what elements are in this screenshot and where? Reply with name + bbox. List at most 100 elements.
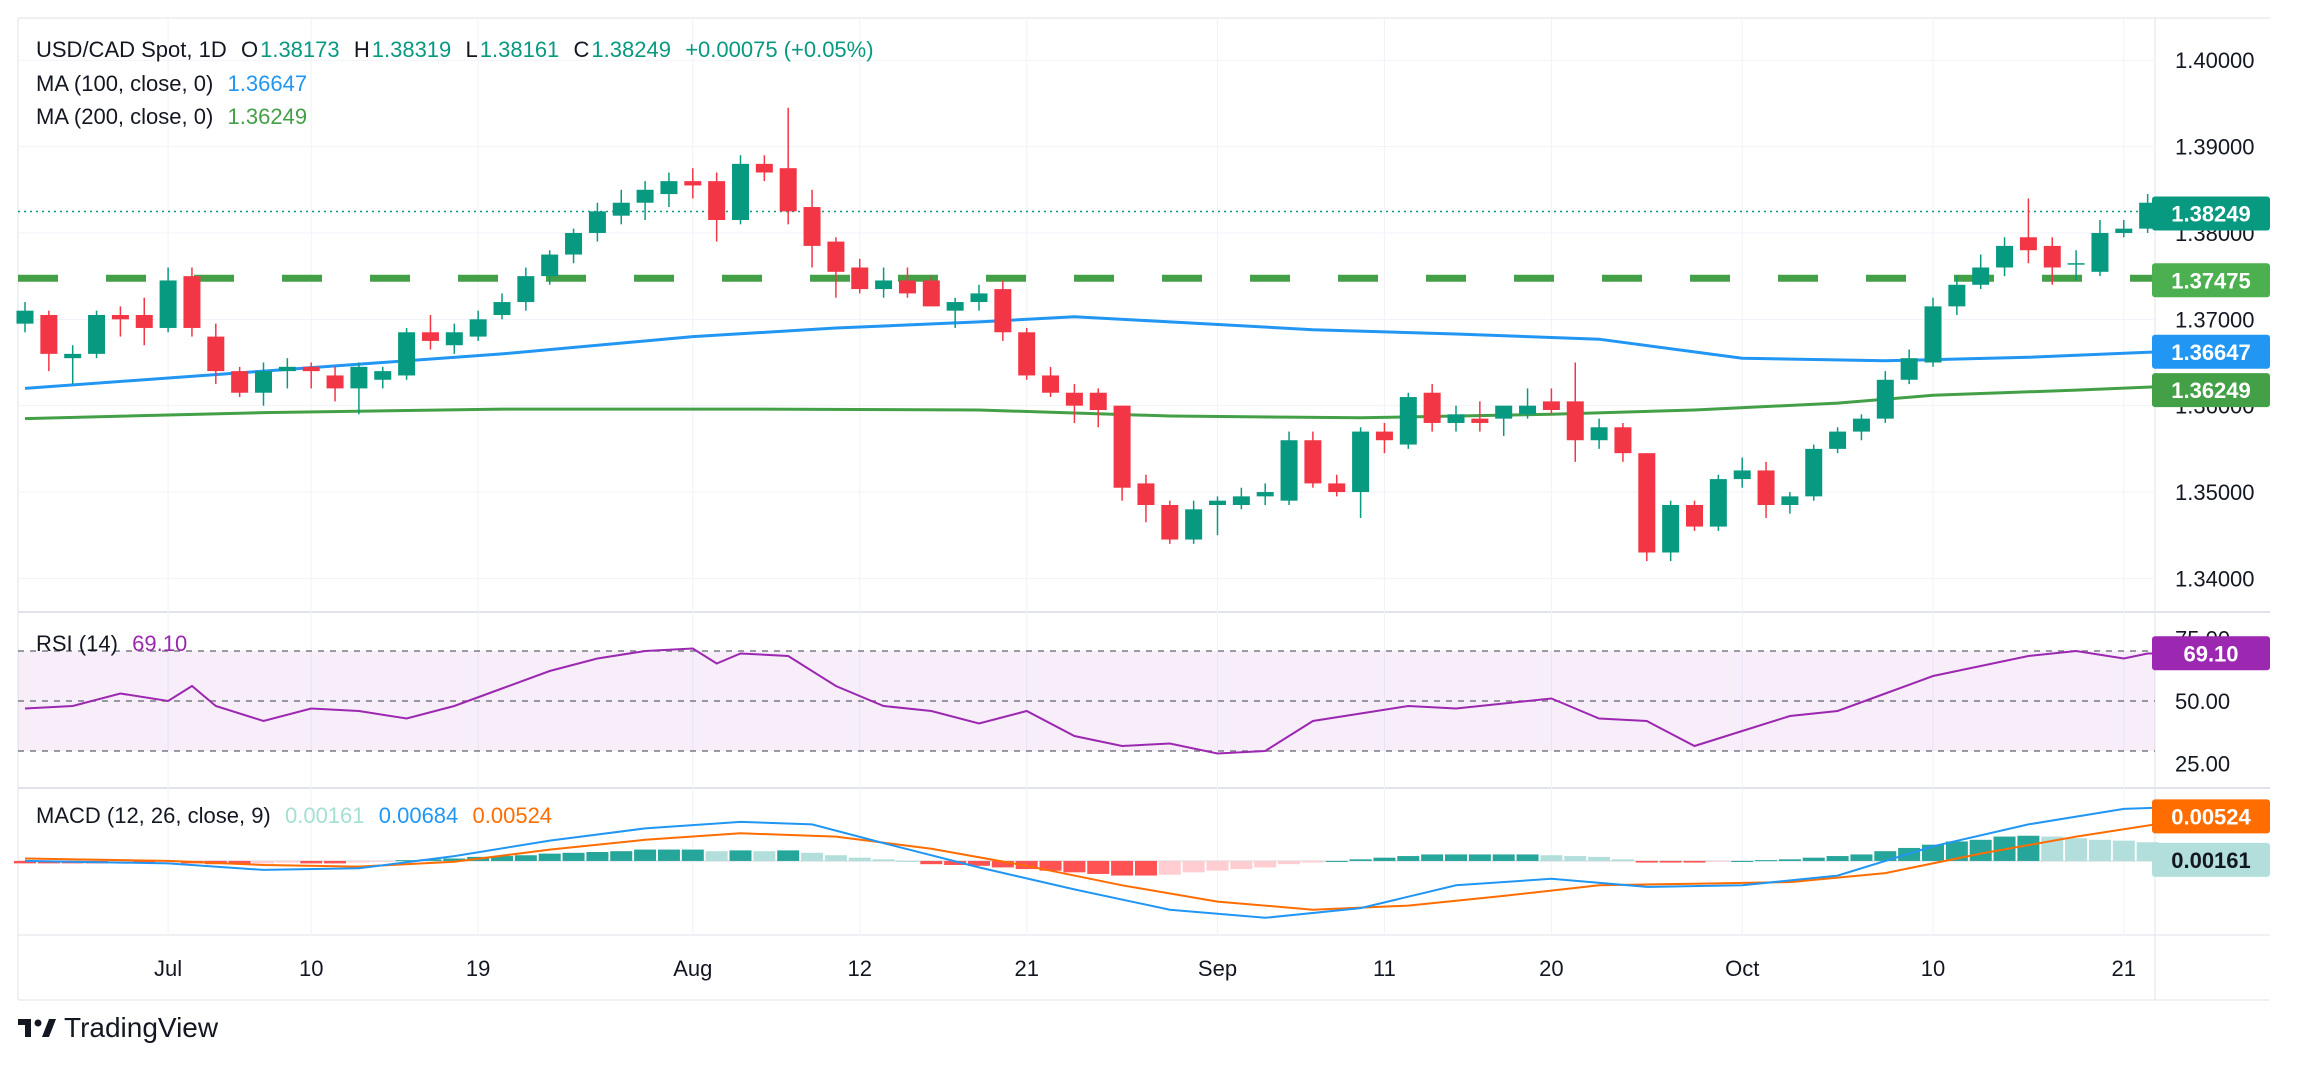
candle-body <box>1280 440 1298 501</box>
candle <box>588 202 606 242</box>
candle <box>994 280 1012 341</box>
support-badge-bg <box>2152 263 2270 298</box>
time-axis-label: 21 <box>1014 956 1038 981</box>
time-axis-label: Oct <box>1725 956 1759 981</box>
candle <box>779 107 797 225</box>
macd-histogram-bar <box>1564 856 1587 861</box>
candle <box>1948 276 1966 315</box>
macd-histogram-bar <box>347 860 370 863</box>
macd-histogram-bar <box>968 860 990 866</box>
macd-histogram-bar <box>1468 854 1491 861</box>
candle-body <box>517 276 535 303</box>
candle-body <box>636 189 654 203</box>
time-axis-label: 20 <box>1539 956 1563 981</box>
candle-body <box>40 315 58 354</box>
candle <box>1352 427 1370 518</box>
macd-histogram-bar <box>991 860 1014 868</box>
macd-histogram-bar <box>2017 835 2040 861</box>
time-axis-label: 21 <box>2112 956 2136 981</box>
time-axis-label: Jul <box>154 956 182 981</box>
macd-histogram-bar <box>1325 860 1348 862</box>
candle <box>1590 418 1608 449</box>
candle <box>517 267 535 311</box>
time-axis-label: Aug <box>673 956 712 981</box>
candle <box>1185 500 1203 544</box>
candle-body <box>255 371 272 393</box>
macd-histogram-bar <box>777 850 800 861</box>
time-axis-label: 19 <box>466 956 490 981</box>
macd-histogram-bar <box>562 852 585 861</box>
candle <box>898 267 916 298</box>
macd-histogram-bar <box>1683 860 1706 863</box>
macd-histogram-bar <box>1492 854 1515 861</box>
macd-label: MACD (12, 26, close, 9) <box>36 803 271 828</box>
price-axis-label: 1.40000 <box>2175 48 2255 73</box>
close-value: 1.38249 <box>591 37 671 62</box>
macd-histogram-bar <box>1588 856 1611 861</box>
macd-histogram-bar <box>1254 860 1277 868</box>
candle-body <box>111 315 129 320</box>
candle-body <box>1924 306 1942 363</box>
candle <box>1209 496 1226 536</box>
macd-histogram-bar <box>300 860 323 864</box>
candle-body <box>1042 375 1060 393</box>
candle <box>1399 392 1417 449</box>
candle-body <box>1352 431 1370 493</box>
candle <box>1328 474 1346 497</box>
candle-body <box>326 375 344 389</box>
ma200-line <box>24 382 2220 421</box>
candle-body <box>827 241 845 272</box>
macd-histogram-bar <box>1945 841 1968 861</box>
candle <box>1471 401 1489 432</box>
candle-body <box>421 332 439 341</box>
candle-body <box>588 211 606 233</box>
candle <box>1972 254 1990 290</box>
candle <box>1447 405 1465 432</box>
macd-hist-badge-bg <box>2152 842 2270 877</box>
candle <box>1137 474 1155 523</box>
candle-body <box>970 293 988 303</box>
macd-histogram-bar <box>1969 839 1992 861</box>
macd-signal-badge: 0.00524 <box>2152 799 2270 834</box>
macd-histogram-bar <box>824 855 847 861</box>
macd-histogram-bar <box>228 860 251 865</box>
time-axis-label: 10 <box>1921 956 1945 981</box>
macd-histogram-bar <box>1301 860 1324 863</box>
rsi-line <box>24 647 2220 755</box>
macd-histogram-bar <box>2065 838 2088 861</box>
macd-histogram-bar <box>1659 860 1682 863</box>
candle-body <box>1137 483 1155 505</box>
macd-histogram-bar <box>1206 860 1229 871</box>
candle <box>16 302 34 333</box>
candle <box>350 362 368 415</box>
ma200-value: 1.36249 <box>227 104 308 129</box>
price-axis-label: 1.34000 <box>2175 566 2255 591</box>
macd-histogram-bar <box>1039 860 1062 871</box>
candle-body <box>1375 431 1393 441</box>
candle <box>2067 250 2085 281</box>
last-price-badge-text: 1.38249 <box>2171 201 2251 226</box>
candle-body <box>2115 228 2133 233</box>
candle <box>326 366 344 402</box>
candle-body <box>302 366 320 372</box>
candle <box>231 366 249 398</box>
candle-body <box>1614 427 1632 454</box>
candle-body <box>2043 245 2061 268</box>
candle <box>135 297 153 346</box>
macd-hist-badge: 0.00161 <box>2152 842 2270 877</box>
macd-histogram-bar <box>1755 860 1778 862</box>
tradingview-logo[interactable]: TradingView <box>18 1012 218 1044</box>
macd-histogram-bar <box>1731 860 1754 862</box>
macd-histogram-bar <box>1134 860 1157 876</box>
candle-body <box>1113 405 1131 488</box>
macd-histogram-bar <box>586 852 609 861</box>
candle <box>1280 431 1298 505</box>
candle <box>2139 194 2157 233</box>
macd-histogram-bar <box>681 849 704 861</box>
candle-body <box>493 302 511 315</box>
candle <box>1566 362 1584 462</box>
macd-histogram-bar <box>371 860 394 862</box>
candle <box>684 168 702 199</box>
candle-body <box>1948 284 1966 307</box>
